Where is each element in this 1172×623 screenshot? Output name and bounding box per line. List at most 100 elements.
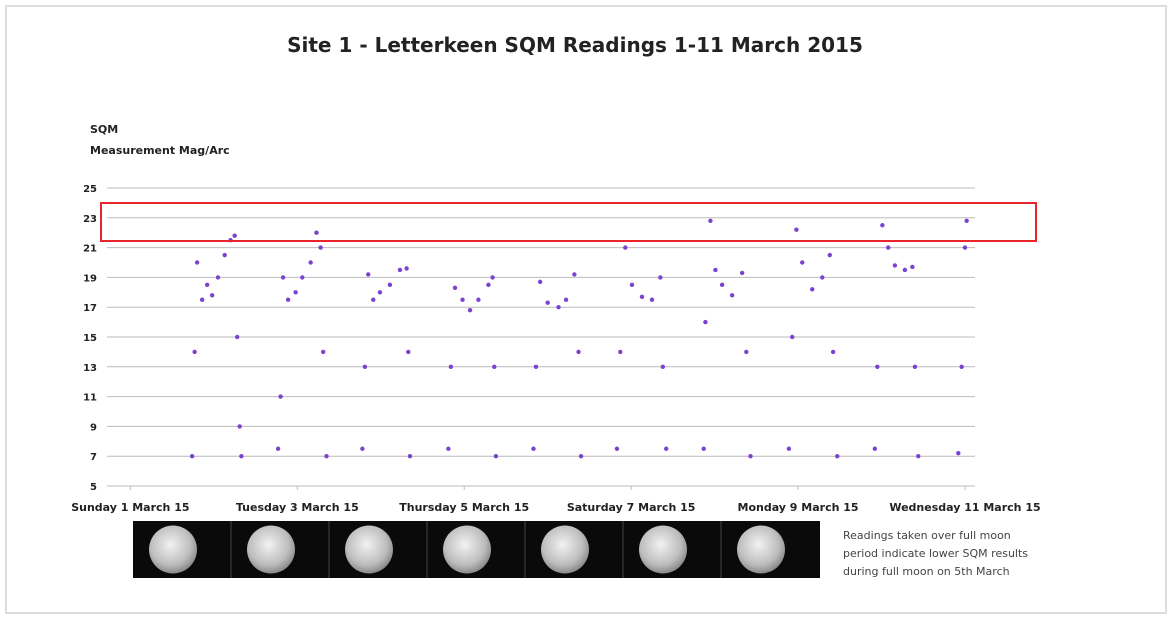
data-point [275,446,281,451]
data-point [703,319,708,325]
note: Readings taken over full moon [843,529,1011,542]
data-point [800,260,805,265]
data-point [446,446,451,451]
note: during full moon on 5th March [843,565,1010,578]
data-point [820,275,825,280]
data-point [959,364,964,369]
y-axis-label: Measurement Mag/Arc [90,144,230,157]
data-point [739,270,745,276]
note: period indicate lower SQM results [843,547,1028,560]
data-point [962,245,968,250]
data-point [708,218,713,223]
data-point [387,282,393,288]
highlight-box [100,202,1037,242]
data-point [956,451,961,456]
data-point [406,349,411,355]
data-point [902,267,908,273]
data-point [537,279,543,285]
data-point [880,223,885,228]
chart-title: Site 1 - Letterkeen SQM Readings 1-11 Ma… [287,33,863,57]
data-point [362,364,368,369]
x-tick-label: Thursday 5 March 15 [399,501,529,514]
data-point [360,446,365,451]
data-point [215,275,221,280]
data-point [324,454,329,459]
moon [443,525,491,574]
x-tick-label: Monday 9 March 15 [738,501,859,514]
data-point [663,446,669,451]
data-point [578,454,584,459]
data-point [790,334,795,340]
x-tick-label: Tuesday 3 March 15 [236,501,359,514]
data-point [545,300,550,305]
data-point [748,454,753,459]
y-tick-label: 21 [83,244,97,255]
moon [639,525,687,574]
data-point [189,454,195,459]
data-point [235,334,240,340]
data-point [285,297,291,302]
x-tick-label: Sunday 1 March 15 [71,501,189,514]
data-point [886,245,891,250]
data-point [835,454,840,459]
moon [345,525,393,574]
y-tick-label: 19 [83,273,97,284]
data-point [556,305,561,310]
data-point [237,424,242,429]
y-tick-label: 17 [83,303,97,314]
data-point [629,282,635,288]
data-point [192,349,197,355]
data-point [293,290,298,295]
data-point [892,263,898,268]
moon-strip [133,521,820,578]
data-point [639,294,645,299]
y-tick-label: 11 [83,393,97,404]
y-tick-label: 15 [83,333,97,344]
y-tick-label: 13 [83,363,97,374]
moon [737,525,785,574]
data-point [366,272,371,277]
moon [247,525,295,574]
x-tick-label: Saturday 7 March 15 [567,501,696,514]
data-point [467,307,473,313]
moon [149,525,197,574]
data-point [490,275,495,280]
data-point [912,364,918,369]
data-point [371,297,376,302]
data-point [531,446,536,451]
y-axis-label: SQM [90,123,118,136]
data-point [713,267,718,273]
data-point [910,264,915,270]
y-tick-label: 5 [90,482,97,493]
data-point [572,272,577,277]
x-tick-label: Wednesday 11 March 15 [889,501,1040,514]
frame [5,5,1167,614]
data-point [476,297,481,302]
y-tick-label: 9 [90,422,97,433]
data-point [729,293,735,298]
data-point [701,446,706,451]
data-point [563,297,569,302]
data-point [576,349,581,355]
data-point [194,260,200,265]
data-point [493,454,499,459]
data-point [614,446,620,451]
data-point [407,454,413,459]
data-point [830,349,836,355]
data-point [308,260,313,265]
data-point [719,282,725,288]
data-point [875,364,880,369]
data-point [377,290,383,295]
data-point [232,233,237,238]
y-tick-label: 25 [83,184,97,195]
data-point [204,282,210,288]
data-point [660,364,666,369]
data-point [649,297,655,302]
data-point [199,297,205,302]
data-point [618,349,623,355]
data-point [827,252,832,258]
data-point [448,364,454,369]
data-point [810,287,815,292]
